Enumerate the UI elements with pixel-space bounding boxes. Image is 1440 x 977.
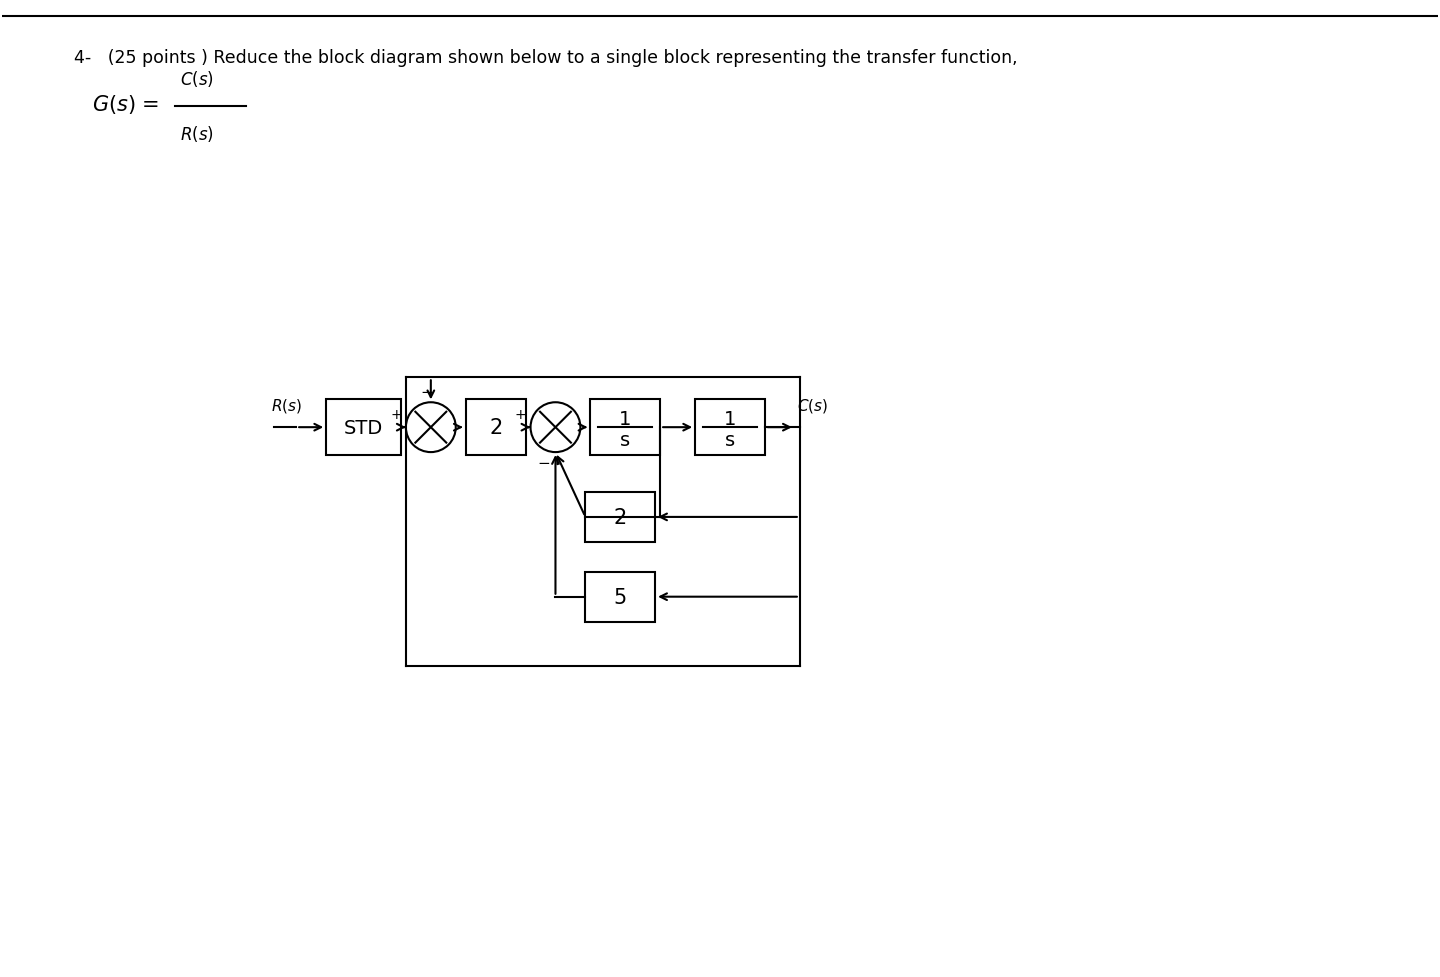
Bar [325, 400, 400, 455]
Text: s: s [724, 431, 734, 449]
Text: +: + [390, 407, 402, 422]
Text: −: − [420, 385, 433, 400]
Text: 2: 2 [490, 418, 503, 438]
Text: +: + [516, 407, 527, 422]
Bar [586, 492, 655, 542]
Text: s: s [621, 431, 631, 449]
Text: −: − [537, 455, 550, 471]
Bar [590, 400, 660, 455]
Text: 1: 1 [724, 410, 736, 429]
Bar [696, 400, 765, 455]
Bar [465, 400, 526, 455]
Bar [586, 573, 655, 622]
Text: STD: STD [344, 418, 383, 438]
Text: 1: 1 [619, 410, 632, 429]
Text: 5: 5 [613, 587, 626, 607]
Text: $\it{C(s)}$: $\it{C(s)}$ [796, 397, 828, 415]
Text: $\it{G(s)}$ =: $\it{G(s)}$ = [92, 93, 161, 115]
Text: 4-   (25 points ) Reduce the block diagram shown below to a single block represe: 4- (25 points ) Reduce the block diagram… [73, 49, 1018, 67]
Text: $\it{R(s)}$: $\it{R(s)}$ [180, 124, 213, 144]
Text: 2: 2 [613, 507, 626, 528]
Text: $\it{R(s)}$: $\it{R(s)}$ [271, 397, 302, 415]
Circle shape [530, 403, 580, 452]
Text: $\it{C(s)}$: $\it{C(s)}$ [180, 69, 213, 89]
Circle shape [406, 403, 455, 452]
